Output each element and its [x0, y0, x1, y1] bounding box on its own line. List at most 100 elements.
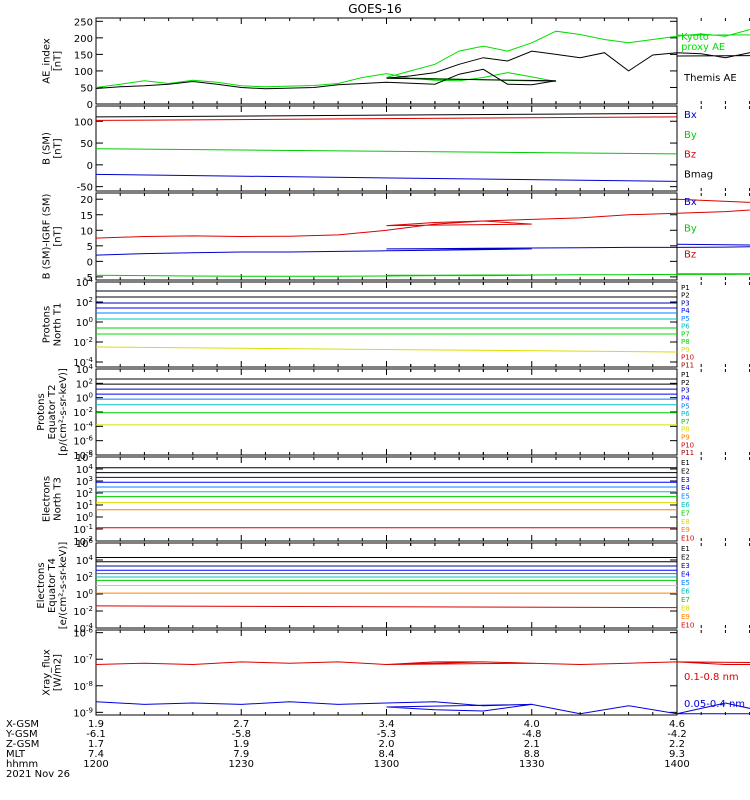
y-tick-label: 50 [80, 139, 93, 150]
series-line-0-1-0-8-nm [95, 661, 750, 666]
bottom-row-value: 8.8 [524, 749, 540, 760]
bottom-row-value: 2.1 [524, 739, 540, 750]
y-axis-label: [p/(cm²-s-sr-keV)] [58, 368, 69, 456]
bottom-row-value: 1.9 [88, 719, 104, 730]
legend-entry: P4 [681, 394, 690, 402]
legend-entry: E5 [681, 493, 690, 501]
y-tick-label: -5 [83, 273, 93, 284]
y-tick-label: 102 [76, 296, 93, 309]
series-line-kyoto-proxy-ae [95, 29, 750, 88]
legend-entry: P5 [681, 402, 690, 410]
y-tick-label: 100 [76, 392, 93, 405]
y-tick-label: 10-4 [73, 622, 93, 635]
y-tick-label: 105 [76, 451, 93, 464]
legend-entry: E1 [681, 545, 690, 553]
legend-entry: E7 [681, 596, 690, 604]
y-tick-label: 10-2 [73, 605, 93, 618]
y-axis-label: Xray_flux [42, 649, 53, 696]
series-line-e10 [95, 605, 678, 609]
y-tick-label: 106 [76, 537, 94, 550]
y-tick-label: 104 [76, 276, 94, 289]
legend-entry: E2 [681, 554, 690, 562]
legend-entry: P2 [681, 379, 690, 387]
legend-entry: 0.1-0.8 nm [684, 672, 739, 683]
bottom-row-label: hhmm [6, 759, 38, 770]
bottom-row-value: 1.9 [233, 739, 249, 750]
legend-entry: P8 [681, 426, 690, 434]
date-label: 2021 Nov 26 [6, 769, 70, 780]
y-axis-label: AE_index [42, 38, 53, 84]
bottom-row-value: 2.7 [233, 719, 249, 730]
bottom-row-value: -4.2 [667, 729, 687, 740]
legend-entry: Bz [684, 250, 696, 261]
bottom-row-value: 1200 [83, 759, 108, 770]
y-axis-label: Equator T2 [47, 385, 58, 440]
bottom-row-value: 8.4 [379, 749, 395, 760]
bottom-row-value: 2.2 [669, 739, 685, 750]
y-axis-label: Electrons [42, 476, 53, 522]
y-tick-label: 103 [76, 475, 93, 488]
y-tick-label: 0 [87, 161, 93, 172]
bottom-row-value: 4.0 [524, 719, 540, 730]
legend-entry: Kyoto [681, 32, 709, 43]
y-tick-label: 10-2 [73, 336, 93, 349]
legend-entry: By [684, 130, 697, 141]
legend-entry: P8 [681, 338, 690, 346]
bottom-row-value: -6.1 [86, 729, 106, 740]
y-tick-label: 0 [87, 100, 93, 111]
series-line-bz [95, 116, 678, 121]
y-tick-label: 104 [76, 463, 94, 476]
y-tick-label: 10-1 [73, 523, 93, 536]
legend-entry: E6 [681, 588, 690, 596]
bottom-row-value: 1.7 [88, 739, 104, 750]
legend-entry: E4 [681, 484, 690, 492]
legend-entry: P10 [681, 354, 694, 362]
y-axis-label: Electrons [36, 562, 47, 608]
y-tick-label: 0 [87, 257, 93, 268]
y-tick-label: 10-8 [73, 449, 93, 462]
legend-entry: P11 [681, 449, 694, 457]
bottom-row-value: 2.0 [379, 739, 395, 750]
y-tick-label: 5 [87, 242, 93, 253]
y-axis-label: Protons [36, 393, 47, 430]
legend-entry: P5 [681, 315, 690, 323]
panel-frame-5 [95, 368, 678, 456]
y-tick-label: 100 [76, 588, 93, 601]
panel-frame-8 [95, 629, 678, 716]
legend-entry: P3 [681, 299, 690, 307]
y-axis-label: Equator T4 [47, 558, 58, 613]
y-tick-label: 20 [80, 195, 93, 206]
legend-entry: E9 [681, 526, 690, 534]
y-tick-label: 100 [76, 316, 93, 329]
bottom-row-value: -5.3 [377, 729, 397, 740]
legend-entry: E6 [681, 501, 690, 509]
legend-entry: P11 [681, 361, 694, 369]
y-tick-label: 100 [74, 67, 93, 78]
legend-entry: P6 [681, 410, 690, 418]
y-tick-label: 15 [80, 211, 93, 222]
y-axis-label: B (SM) [42, 132, 53, 165]
y-tick-label: 50 [80, 83, 93, 94]
bottom-row-label: Z-GSM [6, 739, 39, 750]
legend-entry: E5 [681, 579, 690, 587]
y-tick-label: 102 [76, 571, 93, 584]
y-tick-label: -50 [77, 183, 93, 194]
legend-entry: E4 [681, 571, 690, 579]
legend-entry: Bx [684, 197, 697, 208]
legend-entry: E2 [681, 467, 690, 475]
bottom-row-value: -4.8 [522, 729, 542, 740]
legend-entry: Bz [684, 150, 696, 161]
bottom-row-value: 7.4 [88, 749, 104, 760]
y-axis-label: North T1 [53, 303, 64, 347]
legend-entry: P2 [681, 292, 690, 300]
legend-entry: P6 [681, 323, 690, 331]
bottom-row-label: Y-GSM [5, 729, 38, 740]
legend-entry: E3 [681, 562, 690, 570]
bottom-row-value: 1230 [229, 759, 254, 770]
series-line-bz [95, 198, 750, 239]
legend-entry: P7 [681, 418, 690, 426]
legend-entry: E8 [681, 518, 690, 526]
series-line-themis-ae [95, 50, 750, 90]
series-line-bx [95, 243, 750, 256]
